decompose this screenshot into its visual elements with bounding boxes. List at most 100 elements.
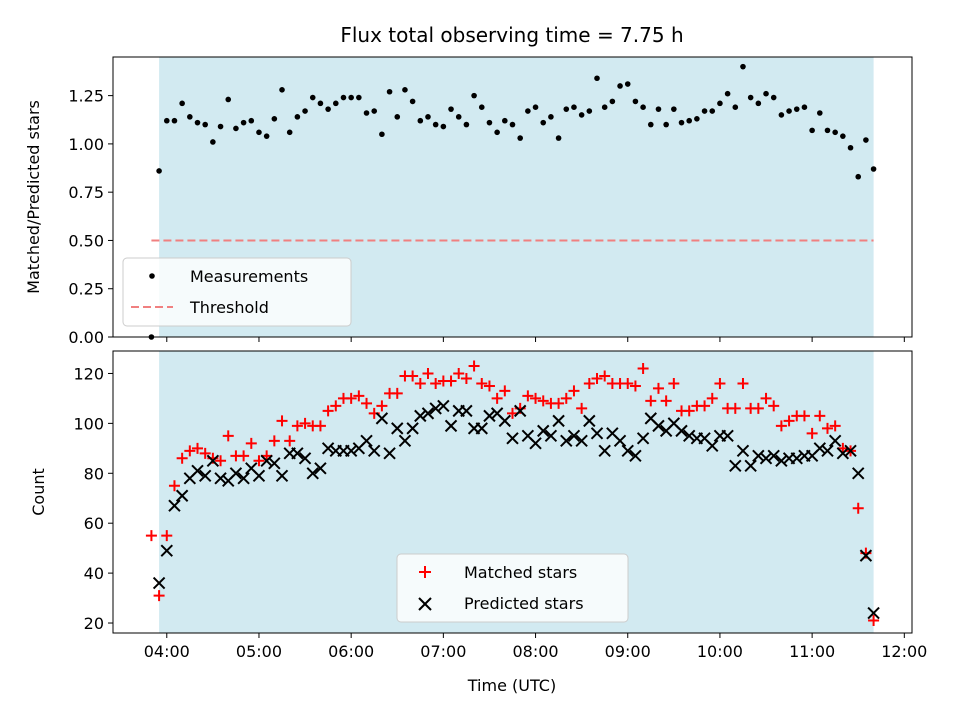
matched-star-point <box>637 362 649 374</box>
predicted-star-point <box>613 434 627 448</box>
measurement-point <box>540 119 547 126</box>
matched-star-point <box>760 392 772 404</box>
measurement-point <box>179 100 185 107</box>
predicted-star-point <box>775 454 788 468</box>
measurement-point <box>709 108 716 114</box>
predicted-star-point <box>590 427 604 440</box>
matched-star-point <box>814 410 826 422</box>
y-axis-label: Matched/Predicted stars <box>24 100 43 294</box>
predicted-star-point <box>214 472 227 485</box>
y-tick-label: 40 <box>84 564 104 583</box>
measurement-point <box>571 104 577 111</box>
predicted-star-point <box>721 429 734 443</box>
legend-label-measurements: Measurements <box>190 267 308 286</box>
matched-star-point <box>215 455 227 467</box>
predicted-star-point <box>560 434 573 448</box>
predicted-star-point <box>391 422 404 435</box>
matched-star-point <box>775 420 787 432</box>
y-tick-label: 120 <box>73 364 104 383</box>
measurement-point <box>425 114 431 120</box>
matched-star-point <box>176 452 188 464</box>
measurement-point <box>302 108 308 114</box>
measurement-point <box>455 114 462 120</box>
matched-star-point <box>245 437 257 449</box>
measurement-point <box>717 100 723 107</box>
predicted-star-point <box>844 444 857 458</box>
measurement-point <box>286 129 293 136</box>
measurement-point <box>755 100 762 107</box>
matched-star-point <box>768 400 780 412</box>
measurement-point <box>671 106 677 112</box>
measurement-point <box>340 94 347 101</box>
predicted-star-point <box>260 454 273 468</box>
predicted-star-point <box>152 576 166 590</box>
measurement-point <box>486 119 493 126</box>
predicted-star-point <box>744 459 757 473</box>
matched-star-points <box>145 360 880 627</box>
matched-star-point <box>507 407 518 419</box>
predicted-star-point <box>344 444 358 458</box>
x-tick-label: 09:00 <box>605 642 651 661</box>
count-panel: 20 40 60 80 100 120 04:00 05:00 06:00 07:00 08:00… <box>29 350 927 695</box>
predicted-star-point <box>544 429 558 443</box>
measurement-point <box>356 94 362 101</box>
measurement-point <box>548 114 554 120</box>
predicted-star-point <box>736 444 750 458</box>
matched-star-point <box>284 435 296 447</box>
y-tick-label: 0.00 <box>68 328 104 347</box>
predicted-star-point <box>583 414 596 428</box>
matched-star-point <box>806 427 818 439</box>
measurement-point <box>563 106 570 112</box>
predicted-star-point <box>206 454 220 468</box>
predicted-star-point <box>275 469 289 482</box>
predicted-star-point <box>852 467 865 480</box>
predicted-star-point <box>406 422 419 435</box>
x-tick-label: 05:00 <box>236 642 282 661</box>
measurement-point <box>309 94 316 101</box>
x-axis-ticks: 04:00 05:00 06:00 07:00 08:00 09:00 10:00 11:00… <box>144 633 927 661</box>
measurement-point <box>248 117 255 124</box>
measurement-points <box>148 63 877 340</box>
measurement-point <box>217 123 224 130</box>
predicted-star-point <box>675 424 688 438</box>
predicted-star-point <box>759 452 773 465</box>
matched-star-point <box>330 400 342 412</box>
predicted-star-point <box>513 404 527 418</box>
predicted-star-point <box>836 447 850 460</box>
axes-frame <box>112 350 913 634</box>
matched-star-point <box>291 420 303 432</box>
measurement-point <box>532 104 539 111</box>
x-tick-label: 10:00 <box>697 642 743 661</box>
predicted-star-point <box>752 449 765 463</box>
legend: Measurements Threshold <box>122 257 352 327</box>
matched-star-point <box>322 405 334 417</box>
legend-marker-predicted <box>418 597 432 611</box>
matched-star-point <box>238 450 250 462</box>
measurement-point <box>517 135 523 141</box>
measurement-point <box>632 98 639 105</box>
measurement-point <box>263 133 270 139</box>
matched-star-point <box>591 372 603 384</box>
matched-star-point <box>729 402 741 414</box>
matched-star-point <box>599 370 611 382</box>
matched-star-point <box>537 395 549 407</box>
predicted-star-point <box>859 549 873 562</box>
measurement-point <box>793 106 800 112</box>
measurement-point <box>325 106 331 112</box>
legend-box <box>122 257 352 327</box>
measurement-point <box>578 112 585 118</box>
matched-star-point <box>491 392 503 404</box>
measurement-point <box>763 90 769 97</box>
measurement-point <box>694 115 700 122</box>
measurement-point <box>187 114 193 120</box>
measurement-point <box>240 119 247 126</box>
predicted-star-point <box>629 449 642 463</box>
x-tick-label: 08:00 <box>512 642 558 661</box>
x-tick-label: 11:00 <box>789 642 835 661</box>
y-axis-ticks: 0.00 0.25 0.50 0.75 1.00 1.25 <box>68 87 113 347</box>
legend-label-predicted: Predicted stars <box>464 594 584 613</box>
measurement-point <box>870 166 877 172</box>
measurement-point <box>478 104 485 111</box>
predicted-star-point <box>475 422 488 435</box>
x-tick-label: 12:00 <box>881 642 927 661</box>
